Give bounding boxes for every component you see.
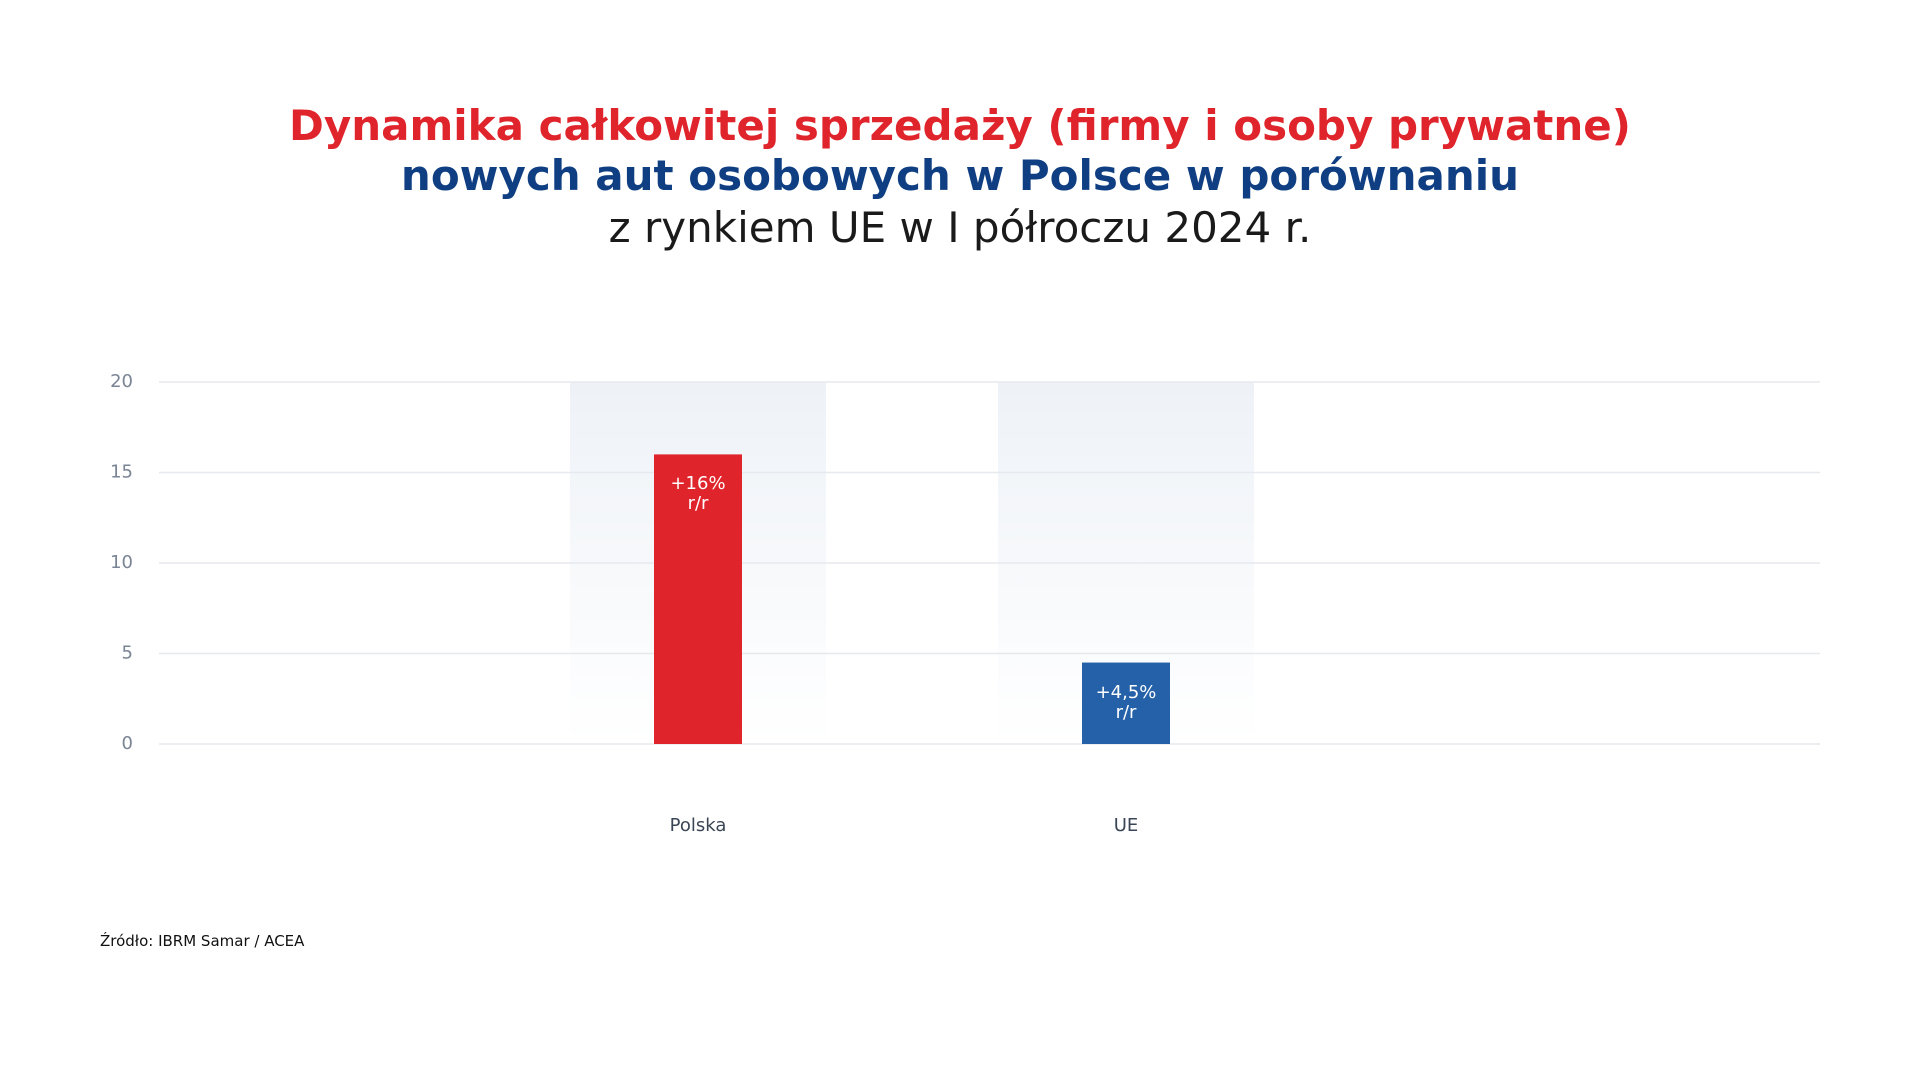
title-line: Dynamika całkowitej sprzedaży (firmy i o… xyxy=(289,101,1631,150)
y-tick-label: 20 xyxy=(110,371,133,392)
y-tick-label: 15 xyxy=(110,462,133,483)
y-tick-label: 10 xyxy=(110,552,133,573)
value-label: +16% r/r xyxy=(670,473,726,515)
y-tick-label: 0 xyxy=(122,733,133,754)
y-tick-label: 5 xyxy=(122,643,133,664)
bar xyxy=(1082,662,1170,744)
value-label: +4,5% r/r xyxy=(1095,681,1157,723)
source-note: Źródło: IBRM Samar / ACEA xyxy=(100,932,305,950)
title-line: z rynkiem UE w I półroczu 2024 r. xyxy=(608,203,1312,252)
x-tick-label: UE xyxy=(1114,815,1139,836)
x-tick-label: Polska xyxy=(670,815,727,836)
title-line: nowych aut osobowych w Polsce w porównan… xyxy=(400,151,1520,200)
bar xyxy=(654,454,742,744)
